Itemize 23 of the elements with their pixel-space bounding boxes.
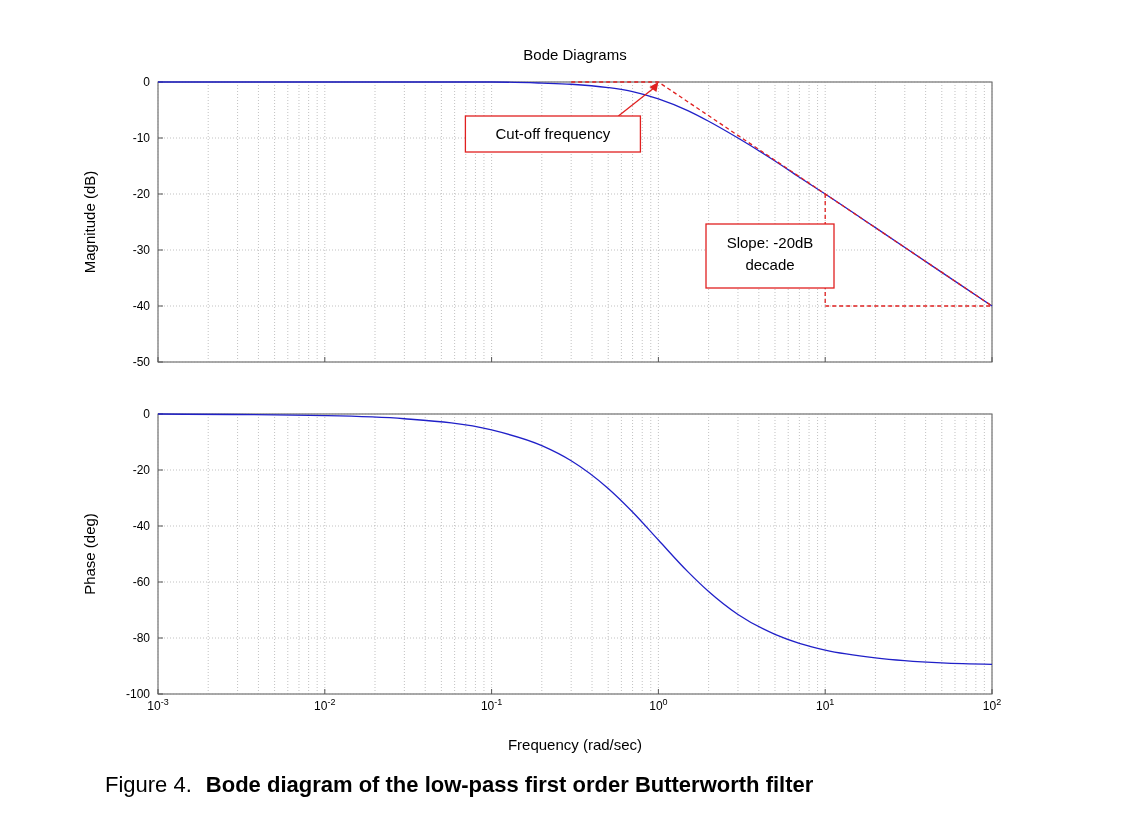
annotation: Slope: -20dB decade <box>726 234 814 273</box>
x-tick-label: 10$^{1}$ <box>816 697 835 713</box>
y-tick-label: -40 <box>132 519 151 534</box>
x-tick-label: 10$^{0}$ <box>649 697 668 713</box>
y-tick-label: 0 <box>143 407 151 422</box>
x-tick-label: 10$^{2}$ <box>982 697 1002 713</box>
x-tick-label: 10$^{-1}$ <box>480 697 503 713</box>
y-tick-label: -20 <box>132 463 151 478</box>
y-tick-label: -40 <box>132 299 151 314</box>
y-tick-label: 0 <box>143 75 151 90</box>
y-tick-label: -50 <box>132 355 151 370</box>
y-tick-label: -60 <box>132 575 151 590</box>
y-axis-title: Phase (deg) <box>81 513 98 595</box>
y-axis-title: Magnitude (dB) <box>81 170 98 274</box>
x-axis-title: Frequency (rad/sec) <box>507 736 643 753</box>
chart-title: Bode Diagrams <box>523 46 627 63</box>
y-tick-label: -80 <box>132 631 151 646</box>
x-tick-label: 10$^{-2}$ <box>314 697 336 713</box>
y-tick-label: -10 <box>132 131 151 146</box>
caption: Figure 4. Bode diagram of the low-pass first order Butterworth filter <box>105 772 814 797</box>
y-tick-label: -20 <box>132 187 151 202</box>
annotation: Cut-off frequency <box>495 125 611 143</box>
y-tick-label: -30 <box>132 243 151 258</box>
